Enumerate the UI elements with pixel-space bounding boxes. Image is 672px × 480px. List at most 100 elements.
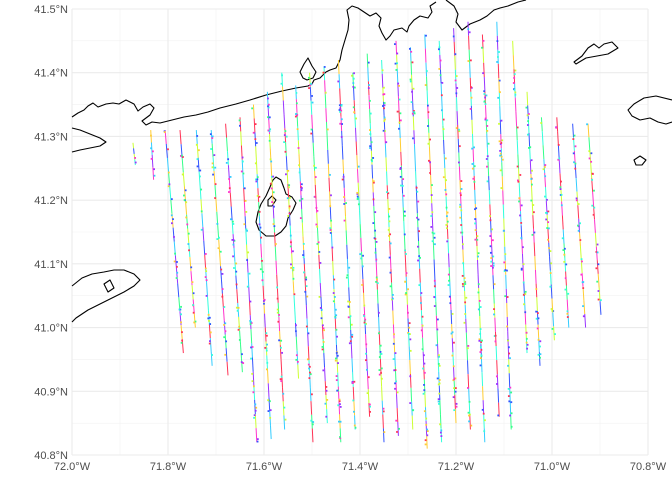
sample-point: [516, 179, 519, 182]
sample-point: [204, 253, 207, 255]
transect-segment: [532, 215, 535, 229]
transect-segment: [471, 133, 474, 148]
sample-point: [478, 339, 481, 342]
sample-point: [501, 139, 504, 142]
coastline-east-bay: [445, 0, 527, 31]
sample-point: [454, 377, 457, 380]
sample-point: [302, 256, 305, 259]
sample-point: [430, 194, 433, 196]
transect-segment: [337, 59, 340, 75]
sample-point: [497, 414, 500, 417]
sample-point: [354, 426, 357, 429]
sample-point: [228, 178, 231, 180]
transect-segment: [464, 304, 467, 319]
sample-point: [486, 155, 489, 158]
sample-point: [204, 276, 207, 278]
sample-point: [446, 240, 449, 243]
sample-point: [438, 392, 441, 395]
sample-point: [462, 243, 464, 246]
sample-point: [407, 332, 409, 334]
sample-point: [347, 316, 350, 319]
sample-point: [254, 123, 257, 126]
sample-point: [489, 219, 492, 222]
sample-point: [372, 222, 375, 224]
sample-point: [372, 181, 375, 184]
sample-point: [559, 186, 562, 189]
sample-point: [403, 210, 406, 213]
sample-point: [423, 354, 425, 357]
transect-segment: [488, 176, 490, 191]
transect-segment: [415, 171, 417, 186]
transect-segment: [443, 154, 446, 169]
sample-point: [174, 252, 176, 255]
sample-point: [211, 354, 213, 356]
transect-segment: [376, 289, 379, 304]
transect-segment: [392, 310, 394, 325]
sample-point: [305, 278, 308, 281]
sample-point: [173, 260, 176, 263]
transect-segment: [250, 329, 253, 344]
sample-point: [318, 251, 321, 253]
sample-point: [350, 323, 353, 326]
sample-point: [494, 340, 497, 343]
transect-segment: [426, 434, 428, 449]
sample-point: [266, 343, 268, 346]
sample-point: [279, 378, 282, 381]
sample-point: [508, 400, 511, 403]
transect-segment: [396, 394, 398, 409]
sample-point: [597, 298, 600, 301]
sample-point: [437, 354, 440, 357]
transect-segment: [394, 352, 396, 367]
transect-segment: [454, 408, 457, 424]
transect-segment: [595, 246, 598, 261]
sample-point: [193, 321, 196, 324]
sample-point: [181, 339, 184, 342]
transect-segment: [381, 400, 384, 415]
transect-segment: [548, 242, 551, 257]
sample-point: [544, 175, 547, 178]
sample-point: [447, 273, 450, 276]
transect-segment: [515, 111, 518, 127]
sample-point: [436, 377, 439, 380]
sample-point: [436, 318, 439, 321]
sample-point: [557, 158, 560, 161]
transect-segment: [597, 273, 600, 288]
sample-point: [514, 93, 517, 96]
transect-segment: [403, 235, 406, 250]
sample-point: [293, 293, 296, 296]
sample-point: [591, 178, 594, 181]
sample-point: [263, 302, 265, 305]
transect-segment: [264, 327, 267, 342]
transect-segment: [309, 86, 312, 101]
sample-point: [308, 377, 311, 380]
sample-point: [270, 175, 273, 178]
sample-point: [383, 107, 385, 110]
sample-point: [499, 149, 502, 152]
transect-segment: [267, 383, 270, 398]
transect-segment: [557, 145, 560, 160]
sample-point: [353, 380, 356, 383]
sample-point: [335, 379, 338, 382]
sample-point: [292, 266, 295, 269]
sample-point: [167, 171, 170, 174]
sample-point: [228, 191, 230, 193]
sample-point: [388, 256, 391, 259]
transect-segment: [494, 331, 497, 346]
sample-point: [386, 191, 388, 193]
transect-segment: [325, 395, 328, 410]
y-tick-label: 41.4°N: [34, 68, 68, 80]
transect-segment: [351, 358, 354, 373]
sample-point: [309, 371, 311, 374]
sample-point: [486, 119, 489, 122]
transect-segment: [454, 394, 456, 410]
sample-point: [338, 109, 341, 111]
sample-point: [329, 229, 332, 231]
sample-point: [200, 228, 203, 231]
sample-point: [224, 330, 227, 333]
sample-point: [353, 72, 355, 75]
transect-segment: [212, 157, 215, 171]
sample-point: [444, 157, 447, 160]
sample-point: [405, 292, 407, 294]
sample-point: [407, 332, 410, 335]
sample-point: [309, 84, 312, 87]
